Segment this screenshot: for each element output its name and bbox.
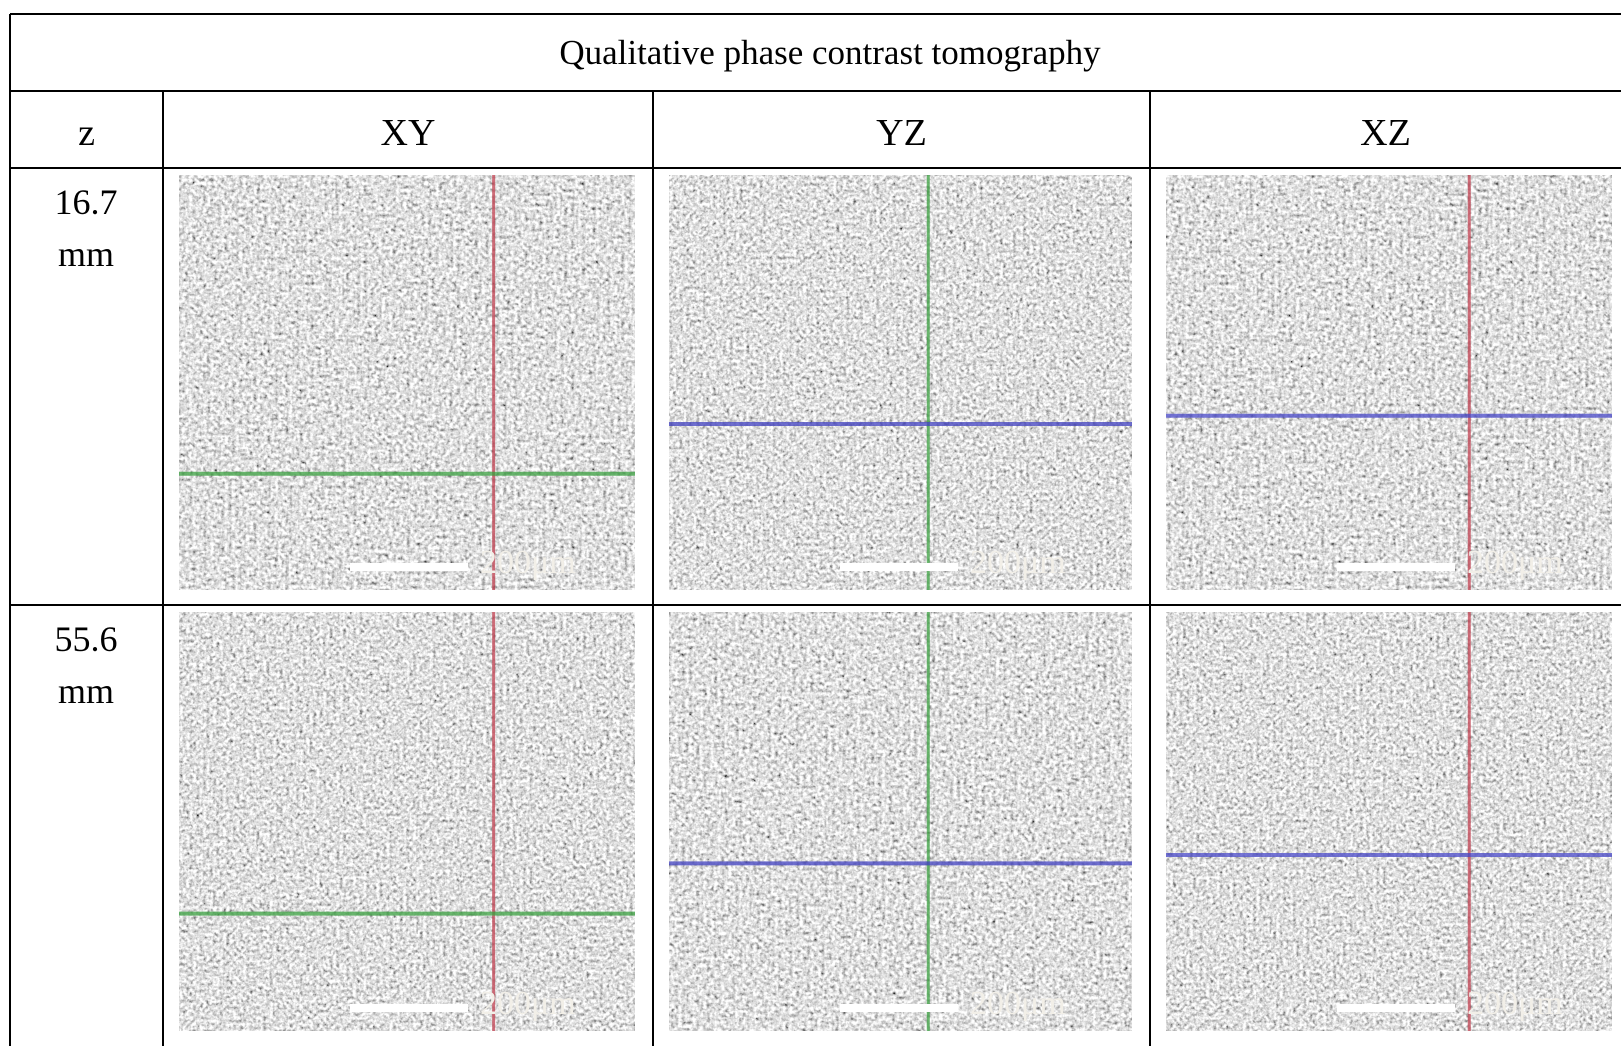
figure-table: Qualitative phase contrast tomography z X… [0,0,1621,1046]
scale-bar-label: 200μm [480,544,576,581]
column-header: z [78,112,95,154]
tomography-image [1166,175,1612,590]
scale-bar-label: 200μm [1467,985,1563,1022]
scale-bar-label: 200μm [1467,544,1563,581]
scale-bar [840,1004,958,1012]
scale-bar [350,563,468,571]
scale-bar-label: 200μm [970,544,1066,581]
column-header: YZ [876,112,927,154]
column-header: XZ [1360,112,1411,154]
scale-bar [840,563,958,571]
tomography-image [179,175,635,590]
scale-bar-label: 200μm [480,985,576,1022]
tomography-image [669,175,1132,590]
scale-bar-label: 200μm [970,985,1066,1022]
page: Qualitative phase contrast tomography z X… [0,0,1621,1046]
z-value: mm [58,671,114,711]
z-value: 16.7 [55,182,118,222]
scale-bar [1337,1004,1455,1012]
z-value: 55.6 [55,619,118,659]
column-header: XY [381,112,436,154]
tomography-image [179,612,635,1031]
z-value: mm [58,234,114,274]
tomography-image [1166,612,1612,1031]
scale-bar [1337,563,1455,571]
scale-bar [350,1004,468,1012]
tomography-image [669,612,1132,1031]
table-title: Qualitative phase contrast tomography [559,33,1101,72]
